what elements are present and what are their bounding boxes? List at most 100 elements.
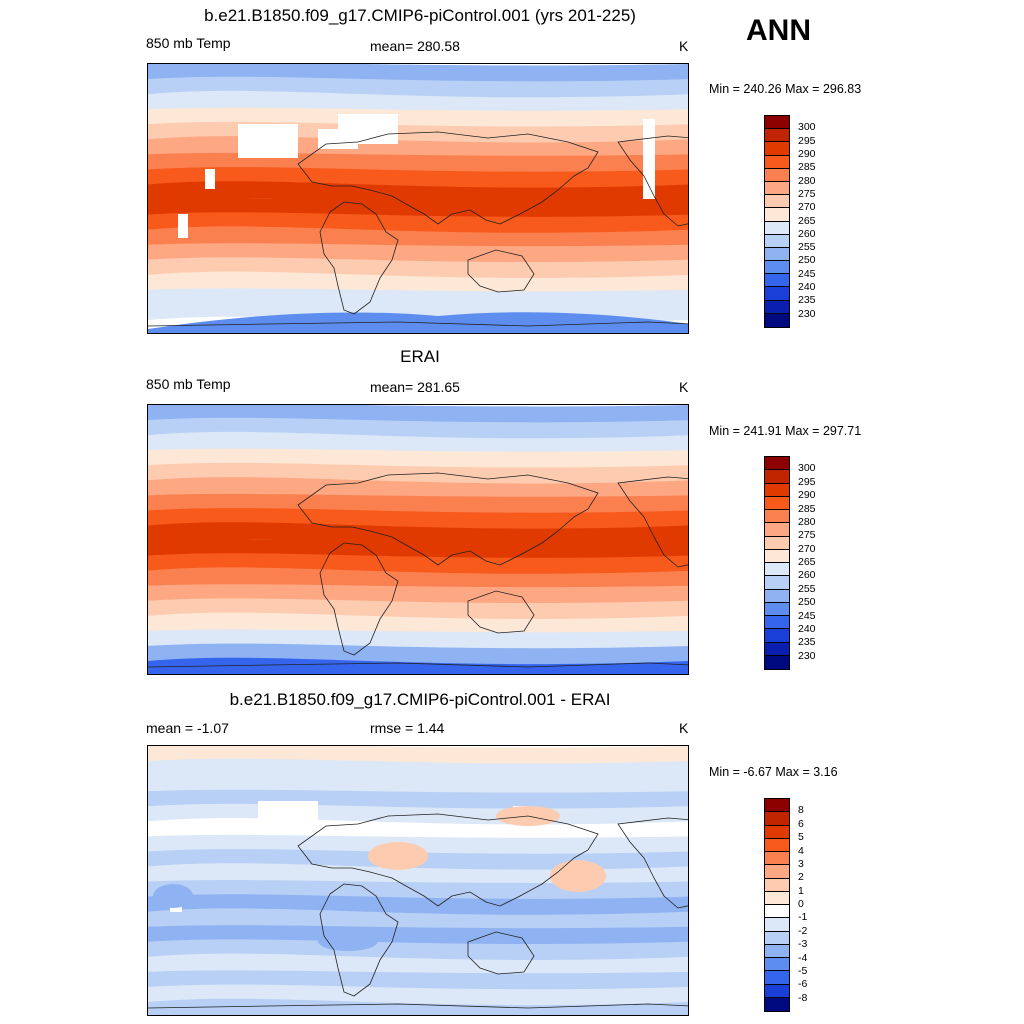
- colorbar-tick-label: 5: [798, 831, 804, 844]
- coastline: [319, 542, 399, 656]
- colorbar-tick-label: 3: [798, 857, 804, 870]
- colorbar-tick-label: -4: [798, 951, 808, 964]
- contour-band: [148, 953, 688, 978]
- colorbar-tick-label: 4: [798, 844, 804, 857]
- mean-label: mean= 280.58: [370, 38, 460, 54]
- colorbar-tick-label: 260: [798, 227, 816, 240]
- contour-band: [148, 90, 688, 115]
- colorbar-swatch: [765, 838, 789, 852]
- temperature-map: [147, 404, 689, 675]
- contour-band: [148, 226, 688, 250]
- colorbar-swatch: [765, 208, 789, 222]
- coastline: [148, 662, 688, 668]
- colorbar-tick-label: 0: [798, 898, 804, 910]
- colorbar-tick-label: 285: [798, 502, 816, 515]
- coastline: [467, 590, 535, 634]
- colorbar-swatch: [765, 496, 789, 510]
- panel-title: b.e21.B1850.f09_g17.CMIP6-piControl.001 …: [204, 6, 636, 25]
- colorbar-tick-label: 255: [798, 582, 816, 595]
- anomaly-patch: [550, 860, 606, 892]
- colorbar-tick-label: 240: [798, 281, 816, 294]
- minmax-label: Min = 241.91 Max = 297.71: [709, 424, 862, 438]
- colorbar-swatch: [765, 261, 789, 275]
- colorbar-swatch: [765, 812, 789, 826]
- season-label: ANN: [746, 14, 811, 47]
- map-canvas: [148, 405, 688, 674]
- colorbar-swatch: [765, 457, 789, 471]
- map-canvas: [148, 64, 688, 333]
- contour-band: [148, 612, 688, 637]
- units-label: K: [679, 379, 689, 395]
- colorbar-tick-label: 295: [798, 475, 816, 488]
- colorbar-tick-label: -6: [798, 978, 808, 991]
- coastline: [297, 472, 599, 566]
- coastline: [319, 201, 399, 315]
- colorbar-swatch: [765, 944, 789, 958]
- difference-map: [147, 745, 689, 1016]
- colorbar-swatch: [765, 616, 789, 630]
- contour-band: [148, 908, 688, 932]
- panel-title: b.e21.B1850.f09_g17.CMIP6-piControl.001 …: [229, 690, 611, 709]
- colorbar-tick-label: 6: [798, 817, 804, 830]
- coastline: [617, 817, 688, 909]
- colorbar-swatch: [765, 997, 789, 1011]
- missing-data-mask: [178, 214, 188, 238]
- colorbar-swatch: [765, 549, 789, 563]
- colorbar-swatch: [765, 852, 789, 866]
- colorbar-tick-label: 265: [798, 214, 816, 227]
- panel-title: ERAI: [400, 347, 440, 366]
- temperature-map: [147, 63, 689, 334]
- colorbar-swatch: [765, 536, 789, 550]
- missing-data-mask: [643, 119, 655, 199]
- colorbar-tick-label: 235: [798, 636, 816, 649]
- colorbar-tick-label: 285: [798, 161, 816, 174]
- colorbar-swatch: [765, 195, 789, 209]
- contour-band: [148, 657, 688, 674]
- colorbar-swatch: [765, 629, 789, 643]
- anomaly-patch: [368, 842, 428, 870]
- variable-label: 850 mb Temp: [146, 35, 231, 51]
- rmse-label: rmse = 1.44: [370, 720, 445, 736]
- colorbar-swatch: [765, 576, 789, 590]
- colorbar-tick-label: 290: [798, 147, 816, 160]
- colorbar-swatch: [765, 221, 789, 235]
- colorbar-swatch: [765, 470, 789, 484]
- missing-data-mask: [205, 169, 215, 189]
- colorbar-tick-label: 270: [798, 201, 816, 214]
- colorbar-swatch: [765, 905, 789, 919]
- colorbar-swatch: [765, 865, 789, 879]
- colorbar-tick-label: 275: [798, 187, 816, 200]
- colorbar-tick-label: 230: [798, 649, 816, 662]
- colorbar-tick-label: 2: [798, 871, 804, 884]
- colorbar-swatch: [765, 523, 789, 537]
- colorbar-swatch: [765, 655, 789, 669]
- mean-label: mean = -1.07: [146, 720, 229, 736]
- colorbar-tick-label: 250: [798, 254, 816, 267]
- colorbar-tick-label: -5: [798, 964, 808, 977]
- colorbar-swatch: [765, 918, 789, 932]
- colorbar-swatch: [765, 129, 789, 143]
- colorbar-tick-label: 280: [798, 174, 816, 187]
- colorbar-swatch: [765, 563, 789, 577]
- colorbar: [764, 115, 790, 328]
- units-label: K: [679, 38, 689, 54]
- colorbar: [764, 798, 790, 1012]
- colorbar-tick-label: 245: [798, 267, 816, 280]
- colorbar-tick-label: 295: [798, 134, 816, 147]
- colorbar-tick-label: 250: [798, 596, 816, 609]
- colorbar-swatch: [765, 155, 789, 169]
- colorbar-tick-label: 1: [798, 884, 804, 897]
- colorbar-swatch: [765, 181, 789, 196]
- mean-label: mean= 281.65: [370, 379, 460, 395]
- colorbar-swatch: [765, 642, 789, 656]
- colorbar-swatch: [765, 483, 789, 497]
- colorbar-swatch: [765, 799, 789, 813]
- colorbar-tick-label: 265: [798, 556, 816, 568]
- colorbar-swatch: [765, 142, 789, 156]
- contour-band: [148, 431, 688, 456]
- colorbar-swatch: [765, 931, 789, 945]
- coastline: [467, 249, 535, 293]
- minmax-label: Min = -6.67 Max = 3.16: [709, 765, 838, 779]
- colorbar-swatch: [765, 168, 789, 182]
- colorbar-tick-label: 230: [798, 307, 816, 320]
